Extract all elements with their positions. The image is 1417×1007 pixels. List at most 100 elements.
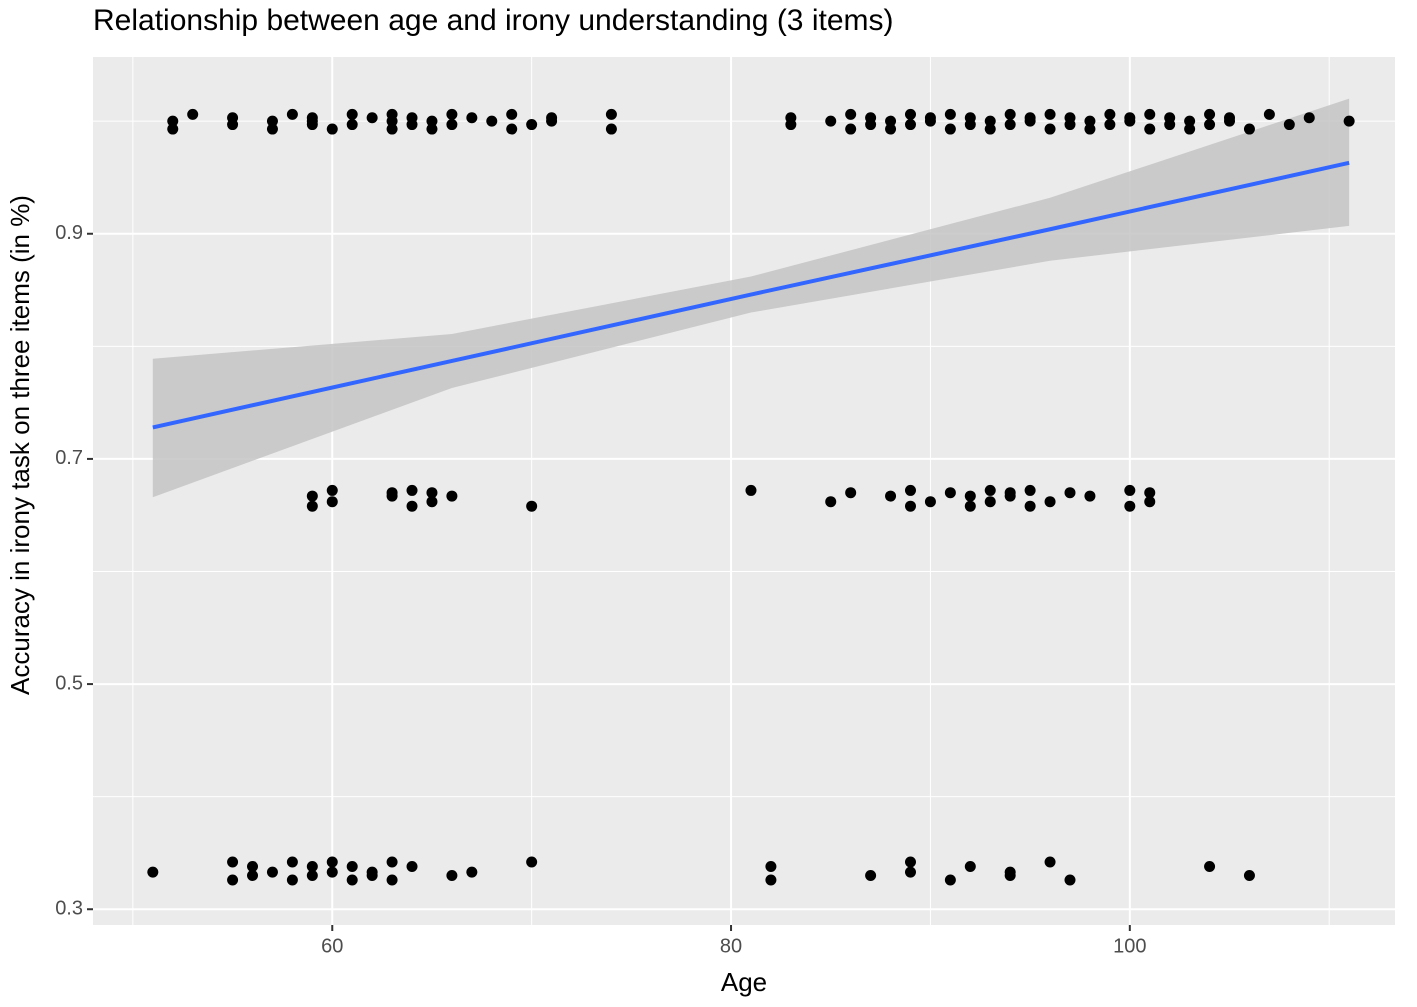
point	[1064, 874, 1076, 886]
point	[266, 123, 278, 135]
point	[386, 123, 398, 135]
point	[326, 484, 338, 496]
fit-line	[152, 160, 1350, 430]
point	[1283, 119, 1295, 131]
point	[845, 123, 857, 135]
point	[406, 484, 418, 496]
point	[266, 866, 278, 878]
point	[446, 108, 458, 120]
point	[1204, 860, 1216, 872]
point	[1184, 123, 1196, 135]
point	[1144, 108, 1156, 120]
point	[1303, 112, 1315, 124]
point	[466, 866, 478, 878]
point	[1144, 123, 1156, 135]
point	[1064, 112, 1076, 124]
point	[326, 496, 338, 508]
point	[446, 490, 458, 502]
point	[944, 123, 956, 135]
point	[964, 500, 976, 512]
x-axis-title: Age	[721, 967, 767, 997]
point	[1064, 487, 1076, 499]
point	[386, 490, 398, 502]
point	[306, 490, 318, 502]
point	[426, 487, 438, 499]
point	[546, 115, 558, 127]
point	[944, 487, 956, 499]
y-tick-label: 0.9	[55, 222, 83, 244]
point	[366, 112, 378, 124]
point	[326, 866, 338, 878]
point	[346, 108, 358, 120]
point	[486, 115, 498, 127]
point	[904, 500, 916, 512]
point	[1204, 108, 1216, 120]
point	[1084, 490, 1096, 502]
point	[167, 115, 179, 127]
point	[426, 496, 438, 508]
x-tick-label: 60	[321, 935, 343, 957]
point	[1024, 500, 1036, 512]
point	[904, 866, 916, 878]
point	[924, 496, 936, 508]
chart-title: Relationship between age and irony under…	[93, 4, 894, 37]
point	[426, 115, 438, 127]
point	[1024, 115, 1036, 127]
point	[306, 860, 318, 872]
point	[247, 869, 259, 881]
point	[1004, 490, 1016, 502]
point	[406, 112, 418, 124]
point	[1084, 115, 1096, 127]
point	[286, 108, 298, 120]
confidence-band	[152, 98, 1350, 498]
point	[825, 496, 837, 508]
point	[446, 869, 458, 881]
point	[845, 108, 857, 120]
point	[885, 115, 897, 127]
point	[885, 123, 897, 135]
x-tick-label: 80	[720, 935, 742, 957]
point	[964, 112, 976, 124]
point	[1243, 869, 1255, 881]
point	[346, 860, 358, 872]
point	[1004, 108, 1016, 120]
point	[326, 123, 338, 135]
point	[944, 108, 956, 120]
point	[1263, 108, 1275, 120]
point	[306, 869, 318, 881]
point	[904, 119, 916, 131]
point	[865, 112, 877, 124]
x-tick-label: 100	[1113, 935, 1146, 957]
point	[506, 123, 518, 135]
point	[306, 115, 318, 127]
point	[147, 866, 159, 878]
point	[1084, 123, 1096, 135]
point	[1024, 484, 1036, 496]
point	[984, 496, 996, 508]
point	[1343, 115, 1355, 127]
point	[1104, 119, 1116, 131]
point	[526, 856, 538, 868]
point	[1124, 500, 1136, 512]
point	[526, 119, 538, 131]
point	[605, 123, 617, 135]
point	[286, 856, 298, 868]
point	[785, 112, 797, 124]
point	[1104, 108, 1116, 120]
point	[1204, 119, 1216, 131]
point	[1124, 115, 1136, 127]
point	[366, 866, 378, 878]
point	[306, 500, 318, 512]
point	[167, 123, 179, 135]
point	[426, 123, 438, 135]
point	[885, 490, 897, 502]
point	[745, 484, 757, 496]
point	[765, 860, 777, 872]
point	[825, 115, 837, 127]
point	[924, 115, 936, 127]
point	[526, 500, 538, 512]
point	[765, 874, 777, 886]
point	[247, 860, 259, 872]
